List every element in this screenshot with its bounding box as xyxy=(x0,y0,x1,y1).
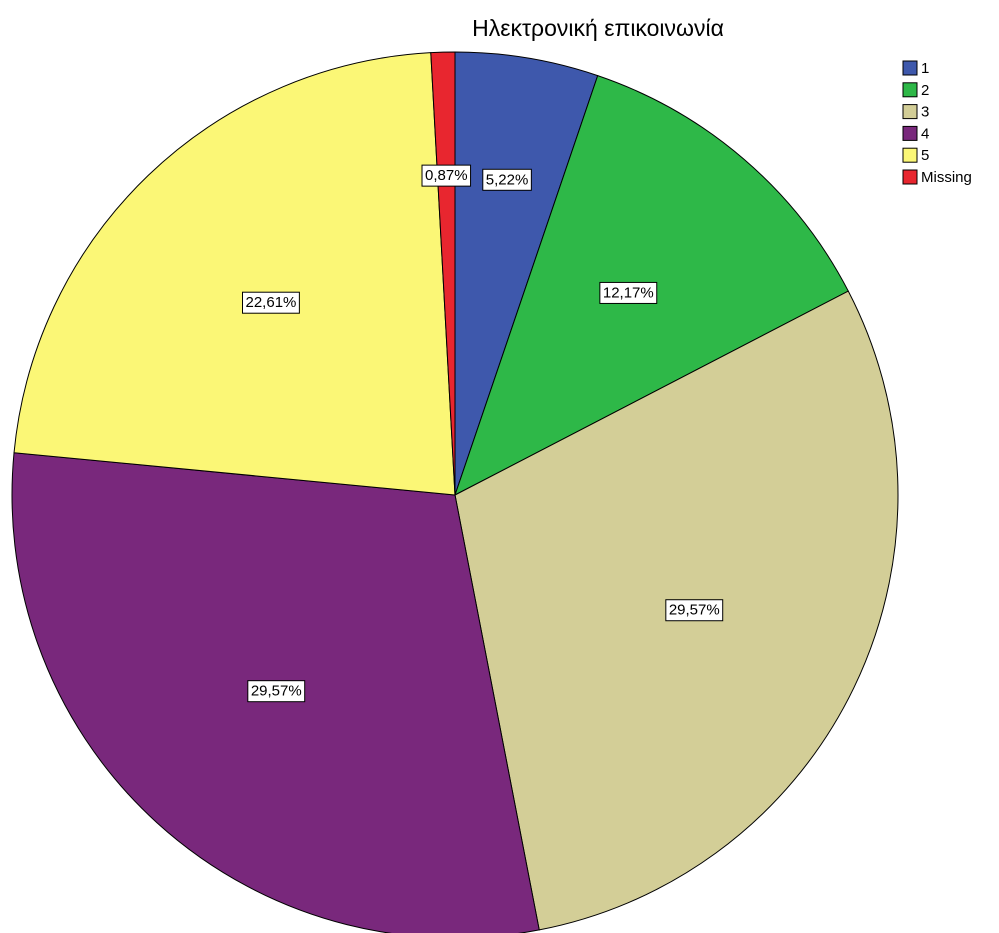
data-label-box xyxy=(665,599,724,622)
data-label-text: 5,22% xyxy=(486,171,529,188)
pie-slice xyxy=(13,52,456,496)
data-label-text: 0,87% xyxy=(425,167,468,184)
legend-label: 4 xyxy=(921,125,929,142)
legend-label: 1 xyxy=(921,60,929,77)
legend-label: 5 xyxy=(921,147,929,164)
data-label-text: 12,17% xyxy=(603,284,654,301)
legend-label: Missing xyxy=(921,169,972,186)
legend-label: 3 xyxy=(921,104,929,121)
data-label-box xyxy=(482,168,532,191)
data-label-box xyxy=(421,164,472,187)
data-label: 0,87% xyxy=(421,164,472,187)
legend-swatch xyxy=(902,147,918,163)
pie-slice xyxy=(430,51,456,496)
data-label-text: 29,57% xyxy=(251,683,302,700)
data-label-text: 29,57% xyxy=(669,602,720,619)
data-label-box xyxy=(247,680,306,703)
data-label: 29,57% xyxy=(247,680,306,703)
legend-swatch xyxy=(902,125,918,141)
legend-swatch xyxy=(902,82,918,98)
legend-swatch xyxy=(902,104,918,120)
data-label: 29,57% xyxy=(665,599,724,622)
data-label: 22,61% xyxy=(242,291,300,314)
legend-label: 2 xyxy=(921,82,929,99)
data-label-text: 22,61% xyxy=(246,294,297,311)
data-label: 5,22% xyxy=(482,168,532,191)
chart-title: Ηλεκτρονική επικοινωνία xyxy=(472,15,724,41)
legend-swatch xyxy=(902,60,918,76)
data-label-box xyxy=(599,281,658,304)
pie-slice xyxy=(454,51,599,496)
data-label-box xyxy=(242,291,300,314)
data-label: 12,17% xyxy=(599,281,658,304)
legend-swatch xyxy=(902,169,918,185)
